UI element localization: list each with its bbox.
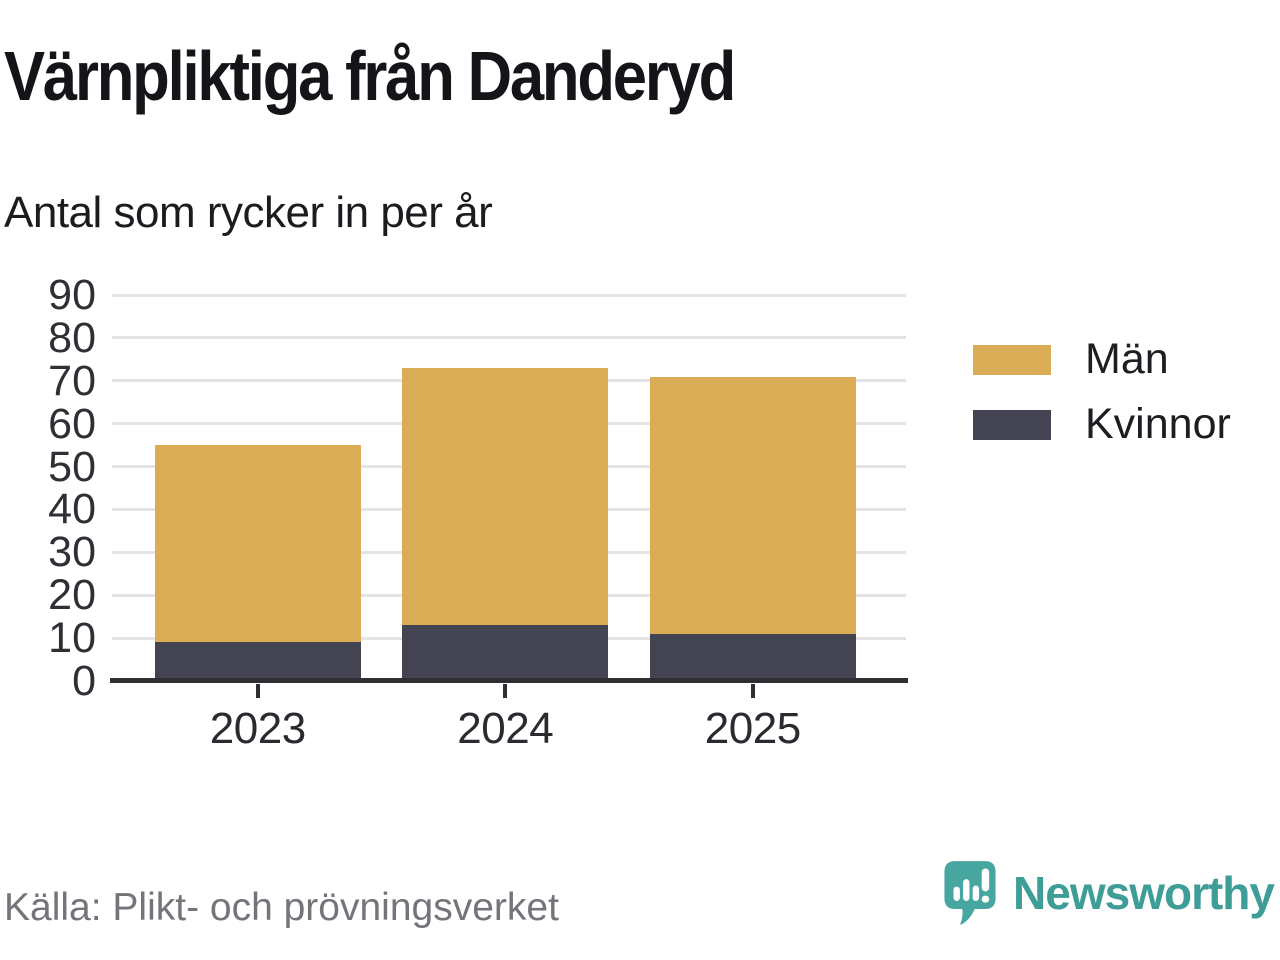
- legend: Män Kvinnor: [973, 338, 1231, 468]
- y-tick-label-90: 90: [48, 271, 96, 319]
- x-axis-tick-2023: [255, 684, 260, 698]
- y-tick-label-20: 20: [48, 571, 96, 620]
- y-tick-label-80: 80: [48, 313, 96, 362]
- legend-item-kvinnor: Kvinnor: [973, 403, 1231, 446]
- gridline-90: [112, 293, 906, 297]
- y-tick-label-60: 60: [48, 399, 96, 448]
- y-tick-label-70: 70: [48, 356, 96, 405]
- x-tick-label-2025: 2025: [704, 704, 801, 753]
- bar-2023: [154, 445, 361, 681]
- newsworthy-logo: Newsworthy: [943, 860, 1275, 926]
- bar-segment-2023-kvinnor: [154, 642, 361, 681]
- gridline-80: [112, 336, 906, 340]
- y-tick-label-10: 10: [48, 614, 96, 663]
- x-tick-label-2023: 2023: [209, 704, 306, 753]
- y-tick-label-30: 30: [48, 528, 96, 577]
- source-note: Källa: Plikt- och prövningsverket: [4, 886, 559, 929]
- x-axis-tick-2024: [503, 684, 508, 698]
- x-tick-label-2024: 2024: [457, 704, 554, 753]
- y-tick-label-50: 50: [48, 442, 96, 491]
- y-tick-label-0: 0: [72, 657, 96, 705]
- y-tick-label-40: 40: [48, 485, 96, 534]
- bar-segment-2023-män: [154, 445, 361, 643]
- legend-label-kvinnor: Kvinnor: [1085, 400, 1231, 448]
- page-subtitle: Antal som rycker in per år: [4, 188, 493, 237]
- bar-segment-2025-kvinnor: [649, 633, 856, 681]
- x-axis-tick-2025: [750, 684, 755, 698]
- bar-2024: [402, 367, 609, 681]
- plot-area: 0 10 20 30 40 50 60 70 80 90 2023 2024 2025: [48, 272, 908, 753]
- legend-label-män: Män: [1085, 335, 1169, 383]
- legend-swatch-kvinnor: [973, 409, 1051, 440]
- newsworthy-bubble-icon: [944, 861, 996, 925]
- page-title: Värnpliktiga från Danderyd: [4, 37, 736, 115]
- legend-item-män: Män: [973, 338, 1231, 381]
- bar-segment-2024-kvinnor: [402, 625, 609, 681]
- newsworthy-logo-text: Newsworthy: [1013, 867, 1275, 919]
- x-axis-line: [110, 678, 908, 683]
- bar-2025: [649, 376, 856, 681]
- legend-swatch-män: [973, 344, 1051, 375]
- bar-segment-2024-män: [402, 367, 609, 626]
- bar-segment-2025-män: [649, 376, 856, 634]
